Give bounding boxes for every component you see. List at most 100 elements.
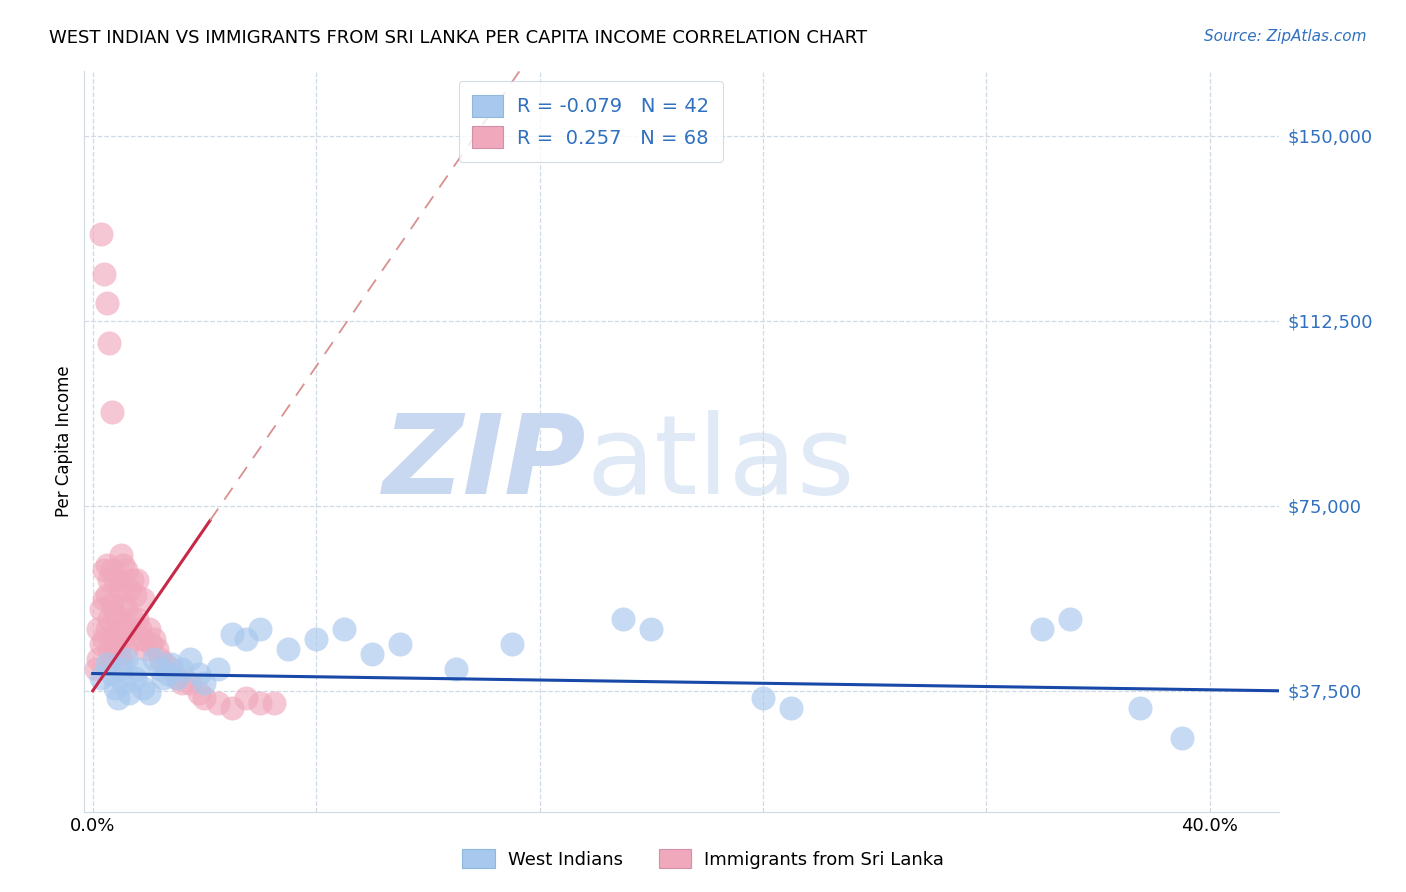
Point bbox=[138, 686, 160, 700]
Point bbox=[333, 622, 356, 636]
Text: atlas: atlas bbox=[586, 410, 855, 517]
Point bbox=[110, 662, 132, 676]
Point bbox=[166, 672, 188, 686]
Point bbox=[96, 622, 118, 636]
Point bbox=[143, 632, 166, 646]
Point bbox=[90, 672, 112, 686]
Point bbox=[152, 672, 174, 686]
Point bbox=[101, 598, 124, 612]
Point bbox=[124, 632, 146, 646]
Point bbox=[207, 662, 229, 676]
Point bbox=[112, 632, 135, 646]
Point bbox=[98, 641, 121, 656]
Point bbox=[93, 563, 115, 577]
Point bbox=[118, 622, 141, 636]
Point bbox=[179, 651, 201, 665]
Point bbox=[90, 602, 112, 616]
Point bbox=[96, 588, 118, 602]
Point bbox=[779, 701, 801, 715]
Point bbox=[187, 686, 209, 700]
Point bbox=[104, 573, 127, 587]
Point bbox=[179, 676, 201, 690]
Point bbox=[107, 573, 129, 587]
Point bbox=[129, 622, 152, 636]
Point bbox=[98, 335, 121, 350]
Point bbox=[249, 696, 271, 710]
Point bbox=[193, 676, 215, 690]
Point bbox=[361, 647, 384, 661]
Point bbox=[143, 651, 166, 665]
Point bbox=[118, 582, 141, 597]
Point bbox=[127, 612, 149, 626]
Point bbox=[112, 558, 135, 572]
Point bbox=[101, 666, 124, 681]
Point bbox=[104, 607, 127, 622]
Point bbox=[90, 227, 112, 242]
Point bbox=[96, 657, 118, 671]
Point bbox=[752, 691, 775, 706]
Point bbox=[207, 696, 229, 710]
Point bbox=[193, 691, 215, 706]
Point bbox=[93, 632, 115, 646]
Point bbox=[155, 657, 177, 671]
Point bbox=[501, 637, 523, 651]
Point bbox=[121, 612, 143, 626]
Y-axis label: Per Capita Income: Per Capita Income bbox=[55, 366, 73, 517]
Point bbox=[124, 672, 146, 686]
Point bbox=[235, 632, 257, 646]
Point bbox=[87, 651, 110, 665]
Point bbox=[221, 701, 243, 715]
Point bbox=[124, 588, 146, 602]
Point bbox=[98, 612, 121, 626]
Point bbox=[127, 662, 149, 676]
Point bbox=[263, 696, 285, 710]
Point bbox=[115, 563, 138, 577]
Point bbox=[93, 267, 115, 281]
Point bbox=[115, 602, 138, 616]
Point bbox=[115, 651, 138, 665]
Point bbox=[166, 672, 188, 686]
Point bbox=[135, 641, 157, 656]
Text: WEST INDIAN VS IMMIGRANTS FROM SRI LANKA PER CAPITA INCOME CORRELATION CHART: WEST INDIAN VS IMMIGRANTS FROM SRI LANKA… bbox=[49, 29, 868, 47]
Text: Source: ZipAtlas.com: Source: ZipAtlas.com bbox=[1204, 29, 1367, 45]
Point bbox=[160, 657, 183, 671]
Point bbox=[388, 637, 411, 651]
Point bbox=[132, 592, 155, 607]
Point bbox=[93, 592, 115, 607]
Point bbox=[132, 681, 155, 696]
Point bbox=[107, 612, 129, 626]
Point bbox=[110, 582, 132, 597]
Point bbox=[104, 641, 127, 656]
Point bbox=[110, 651, 132, 665]
Point bbox=[249, 622, 271, 636]
Point bbox=[112, 598, 135, 612]
Point bbox=[157, 666, 180, 681]
Point bbox=[235, 691, 257, 706]
Point bbox=[107, 691, 129, 706]
Point bbox=[98, 573, 121, 587]
Point bbox=[146, 641, 169, 656]
Legend: R = -0.079   N = 42, R =  0.257   N = 68: R = -0.079 N = 42, R = 0.257 N = 68 bbox=[458, 81, 723, 162]
Point bbox=[101, 405, 124, 419]
Point bbox=[160, 662, 183, 676]
Point bbox=[101, 632, 124, 646]
Point bbox=[172, 662, 194, 676]
Point bbox=[149, 651, 172, 665]
Point bbox=[107, 647, 129, 661]
Point bbox=[96, 558, 118, 572]
Point bbox=[112, 676, 135, 690]
Point bbox=[115, 641, 138, 656]
Point bbox=[1129, 701, 1152, 715]
Point bbox=[141, 637, 163, 651]
Point bbox=[101, 563, 124, 577]
Point bbox=[138, 622, 160, 636]
Point bbox=[132, 632, 155, 646]
Point bbox=[127, 573, 149, 587]
Point bbox=[101, 651, 124, 665]
Point bbox=[96, 296, 118, 310]
Point bbox=[149, 662, 172, 676]
Point bbox=[1170, 731, 1192, 745]
Point bbox=[118, 686, 141, 700]
Text: ZIP: ZIP bbox=[382, 410, 586, 517]
Point bbox=[121, 573, 143, 587]
